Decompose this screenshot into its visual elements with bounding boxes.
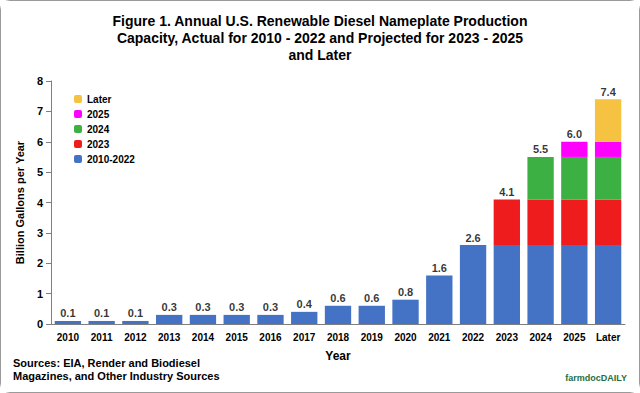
svg-text:7.4: 7.4 [600,86,616,98]
svg-text:2023: 2023 [496,332,519,343]
svg-text:7: 7 [37,105,43,117]
svg-text:2023: 2023 [87,139,110,150]
svg-text:2010-2022: 2010-2022 [87,154,135,165]
svg-text:5.5: 5.5 [533,143,548,155]
svg-text:2018: 2018 [327,332,350,343]
svg-text:6: 6 [37,136,43,148]
svg-text:2013: 2013 [158,332,181,343]
svg-text:Capacity, Actual for 2010 - 20: Capacity, Actual for 2010 - 2022 and Pro… [117,30,523,46]
svg-text:0.3: 0.3 [263,301,278,313]
svg-text:0.3: 0.3 [162,301,177,313]
svg-text:0.4: 0.4 [297,298,313,310]
svg-text:2022: 2022 [462,332,485,343]
svg-text:2020: 2020 [394,332,417,343]
svg-text:2015: 2015 [226,332,249,343]
svg-text:2.6: 2.6 [465,232,480,244]
svg-text:2010: 2010 [57,332,80,343]
svg-text:2025: 2025 [87,109,110,120]
svg-text:5: 5 [37,166,43,178]
svg-text:2012: 2012 [124,332,147,343]
svg-text:8: 8 [37,75,43,87]
svg-text:0: 0 [37,318,43,330]
svg-text:0.1: 0.1 [60,307,75,319]
svg-text:3: 3 [37,227,43,239]
svg-text:2011: 2011 [91,332,113,343]
svg-text:0.3: 0.3 [195,301,210,313]
svg-text:2021: 2021 [428,332,451,343]
svg-text:farmdocDAILY: farmdocDAILY [565,373,627,383]
svg-text:0.3: 0.3 [229,301,244,313]
svg-text:2016: 2016 [259,332,282,343]
svg-text:1.6: 1.6 [432,262,447,274]
svg-text:2014: 2014 [192,332,215,343]
svg-text:Later: Later [87,94,112,105]
svg-text:Sources: EIA, Render and Biodi: Sources: EIA, Render and Biodiesel [13,357,200,369]
svg-text:6.0: 6.0 [567,128,582,140]
svg-text:4.1: 4.1 [499,186,514,198]
svg-text:0.1: 0.1 [94,307,109,319]
svg-text:2019: 2019 [361,332,384,343]
svg-text:2: 2 [37,257,43,269]
svg-text:Figure 1. Annual U.S. Renewabl: Figure 1. Annual U.S. Renewable Diesel N… [113,13,528,29]
svg-text:0.8: 0.8 [398,286,413,298]
svg-text:Billion Gallons per Year: Billion Gallons per Year [14,140,26,264]
svg-text:2024: 2024 [87,124,110,135]
svg-text:0.6: 0.6 [330,292,345,304]
svg-text:2025: 2025 [563,332,586,343]
svg-text:0.6: 0.6 [364,292,379,304]
svg-text:1: 1 [37,288,43,300]
svg-text:4: 4 [37,197,44,209]
svg-text:and Later: and Later [288,47,352,63]
svg-text:0.1: 0.1 [128,307,143,319]
svg-text:Magazines, and Other Industry: Magazines, and Other Industry Sources [13,370,220,382]
svg-text:2024: 2024 [529,332,552,343]
svg-text:Year: Year [325,349,351,363]
svg-text:Later: Later [596,332,621,343]
svg-text:2017: 2017 [293,332,316,343]
